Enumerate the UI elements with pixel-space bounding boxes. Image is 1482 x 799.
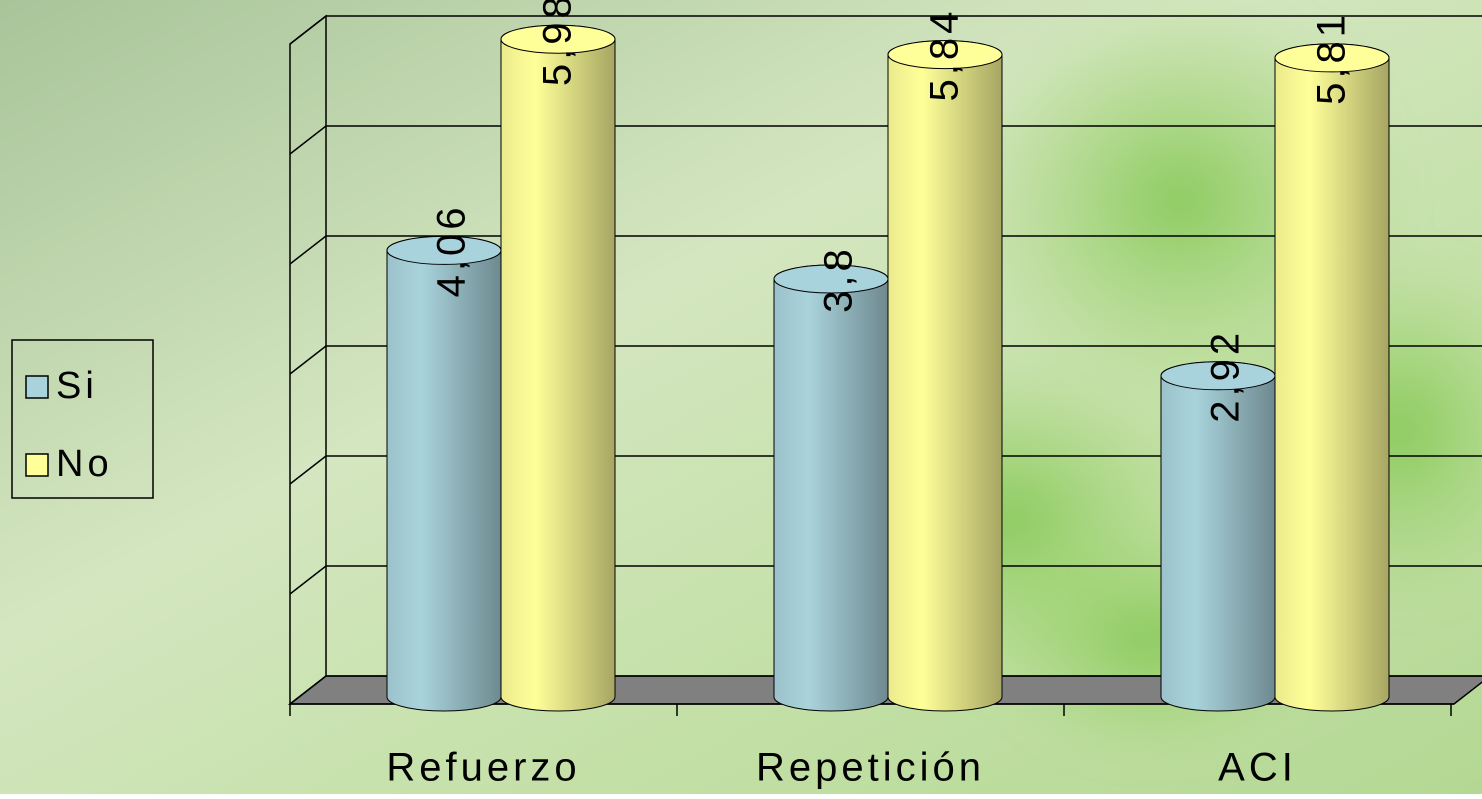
bar-shade	[387, 236, 501, 711]
x-tick-label: Refuerzo	[386, 746, 580, 790]
bar-shade	[888, 41, 1002, 711]
value-label: 5,84	[923, 8, 967, 102]
value-label: 3,8	[817, 245, 861, 313]
chart: Refuerzo 4,06 5,98 Repetición 3,8 5,84 ACI 2,92…	[0, 0, 1482, 794]
value-label: 5,98	[536, 0, 580, 86]
bar-shade	[501, 25, 615, 711]
legend-swatch	[26, 454, 48, 476]
value-label: 5,81	[1310, 11, 1354, 105]
value-label: 2,92	[1204, 329, 1248, 423]
legend-label: Si	[56, 365, 98, 407]
x-tick-label: ACI	[1218, 746, 1297, 790]
value-label: 4,06	[430, 203, 474, 297]
bar-shade	[774, 265, 888, 711]
x-tick-label: Repetición	[756, 746, 985, 790]
bar-shade	[1275, 44, 1389, 711]
page: Refuerzo 4,06 5,98 Repetición 3,8 5,84 ACI 2,92…	[0, 0, 1482, 794]
legend-swatch	[26, 376, 48, 398]
legend-label: No	[56, 443, 113, 485]
